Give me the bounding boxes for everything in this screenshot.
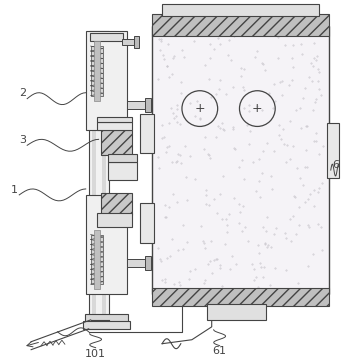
Bar <box>86 31 127 130</box>
Bar <box>83 321 130 329</box>
Bar <box>101 130 132 155</box>
Bar <box>152 26 329 294</box>
Bar <box>162 4 319 16</box>
Bar <box>152 288 329 306</box>
Text: 61: 61 <box>213 346 227 356</box>
Bar <box>101 193 132 215</box>
Bar <box>145 256 151 270</box>
Bar <box>89 31 108 319</box>
Bar <box>91 46 102 96</box>
Bar <box>140 114 154 153</box>
Bar <box>85 314 128 324</box>
Bar <box>327 123 339 178</box>
Text: 1: 1 <box>11 185 18 195</box>
Bar <box>152 14 329 36</box>
Bar <box>86 195 127 294</box>
Bar <box>97 122 132 130</box>
Bar <box>94 230 100 289</box>
Bar <box>140 203 154 242</box>
Bar <box>122 39 136 45</box>
Text: 2: 2 <box>19 88 26 98</box>
Text: +: + <box>194 102 205 115</box>
Bar <box>127 101 147 109</box>
Bar <box>145 98 151 111</box>
Bar <box>97 117 132 122</box>
Bar <box>107 162 137 180</box>
Bar <box>91 234 102 284</box>
Bar <box>92 31 95 319</box>
Bar <box>101 31 106 319</box>
Bar <box>134 36 139 48</box>
Bar <box>94 41 100 101</box>
Bar <box>97 213 132 227</box>
Text: 3: 3 <box>19 135 26 145</box>
Bar <box>127 260 147 267</box>
Text: 101: 101 <box>85 348 106 359</box>
Bar <box>107 154 137 162</box>
Bar <box>90 33 124 41</box>
Text: 6: 6 <box>332 160 339 170</box>
Text: +: + <box>252 102 263 115</box>
Bar <box>207 304 266 320</box>
